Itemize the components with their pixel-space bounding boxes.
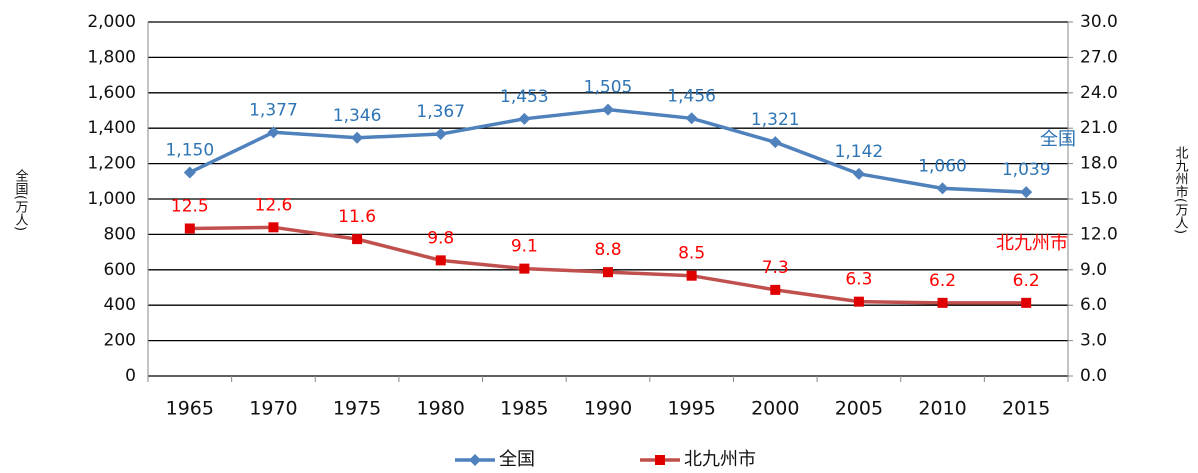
y2-tick-label: 15.0 — [1080, 189, 1118, 209]
data-point — [686, 270, 697, 281]
data-point — [1020, 186, 1033, 199]
y-tick-label: 1,800 — [87, 47, 136, 67]
data-point — [519, 263, 530, 274]
x-tick-label: 1985 — [500, 398, 548, 420]
y2-tick-label: 3.0 — [1080, 331, 1107, 351]
y-tick-label: 1,200 — [87, 154, 136, 174]
data-point — [770, 284, 781, 295]
x-tick-label: 2010 — [918, 398, 966, 420]
data-point — [852, 167, 865, 180]
y2-axis-title: 北九州市(万人) — [1173, 146, 1189, 234]
y2-tick-label: 18.0 — [1080, 154, 1118, 174]
y2-tick-label: 0.0 — [1080, 366, 1107, 386]
x-tick-label: 1995 — [667, 398, 715, 420]
y2-tick-label: 27.0 — [1080, 47, 1118, 67]
value-label: 9.1 — [511, 237, 538, 257]
value-label: 9.8 — [427, 228, 454, 248]
x-tick-label: 2005 — [835, 398, 883, 420]
x-tick-label: 1965 — [166, 398, 214, 420]
value-label: 8.8 — [594, 240, 621, 260]
y2-tick-label: 9.0 — [1080, 260, 1107, 280]
data-point — [937, 297, 948, 308]
y-tick-label: 600 — [104, 260, 136, 280]
data-point — [268, 222, 279, 233]
x-tick-label: 1975 — [333, 398, 381, 420]
x-tick-label: 1980 — [417, 398, 465, 420]
value-label: 12.6 — [255, 195, 293, 215]
legend-marker — [655, 455, 665, 465]
y-axis-title: 全国(万人) — [13, 168, 29, 231]
annotation: 北九州市 — [996, 233, 1068, 254]
data-point — [936, 182, 949, 195]
y2-tick-label: 12.0 — [1080, 224, 1118, 244]
data-point — [518, 112, 531, 125]
value-label: 8.5 — [678, 244, 705, 264]
series-line — [189, 225, 1027, 305]
data-point — [351, 131, 364, 144]
legend-label: 全国 — [499, 449, 535, 469]
y-tick-label: 1,400 — [87, 118, 136, 138]
y-tick-label: 1,600 — [87, 83, 136, 103]
value-label: 1,377 — [249, 100, 298, 120]
x-tick-label: 1970 — [249, 398, 297, 420]
legend-label: 北九州市 — [684, 449, 756, 469]
y-tick-label: 1,000 — [87, 189, 136, 209]
value-label: 6.3 — [845, 270, 872, 290]
value-label: 7.3 — [762, 258, 789, 278]
value-label: 6.2 — [1013, 271, 1040, 291]
value-label: 1,346 — [333, 106, 382, 126]
value-label: 1,321 — [751, 110, 800, 130]
value-label: 12.5 — [171, 197, 209, 217]
y2-tick-label: 21.0 — [1080, 118, 1118, 138]
value-label: 11.6 — [338, 207, 376, 227]
y-tick-label: 2,000 — [87, 12, 136, 32]
y2-tick-label: 24.0 — [1080, 83, 1118, 103]
x-tick-label: 2015 — [1002, 398, 1050, 420]
value-label: 6.2 — [929, 271, 956, 291]
value-label: 1,367 — [416, 102, 465, 122]
data-point — [1021, 297, 1032, 308]
value-label: 1,039 — [1002, 160, 1051, 180]
data-point — [434, 128, 447, 141]
data-point — [685, 112, 698, 125]
y2-tick-label: 30.0 — [1080, 12, 1118, 32]
series-line — [189, 107, 1027, 194]
data-point — [184, 223, 195, 234]
legend-marker — [469, 454, 481, 466]
value-label: 1,150 — [165, 140, 214, 160]
x-tick-label: 1990 — [584, 398, 632, 420]
value-label: 1,142 — [835, 142, 884, 162]
x-tick-label: 2000 — [751, 398, 799, 420]
data-point — [267, 126, 280, 139]
y2-tick-label: 6.0 — [1080, 295, 1107, 315]
data-point — [352, 234, 363, 245]
y-tick-label: 400 — [104, 295, 136, 315]
data-point — [853, 296, 864, 307]
y-tick-label: 0 — [125, 366, 136, 386]
data-point — [603, 267, 613, 278]
value-label: 1,060 — [918, 156, 967, 176]
y-tick-label: 200 — [104, 331, 136, 351]
annotation: 全国 — [1040, 129, 1076, 150]
data-point — [435, 255, 446, 266]
data-point — [602, 103, 614, 116]
data-point — [769, 136, 782, 149]
value-label: 1,505 — [584, 78, 633, 98]
data-point — [183, 166, 196, 179]
value-label: 1,453 — [500, 87, 549, 107]
y-tick-label: 800 — [104, 224, 136, 244]
value-label: 1,456 — [667, 86, 716, 106]
